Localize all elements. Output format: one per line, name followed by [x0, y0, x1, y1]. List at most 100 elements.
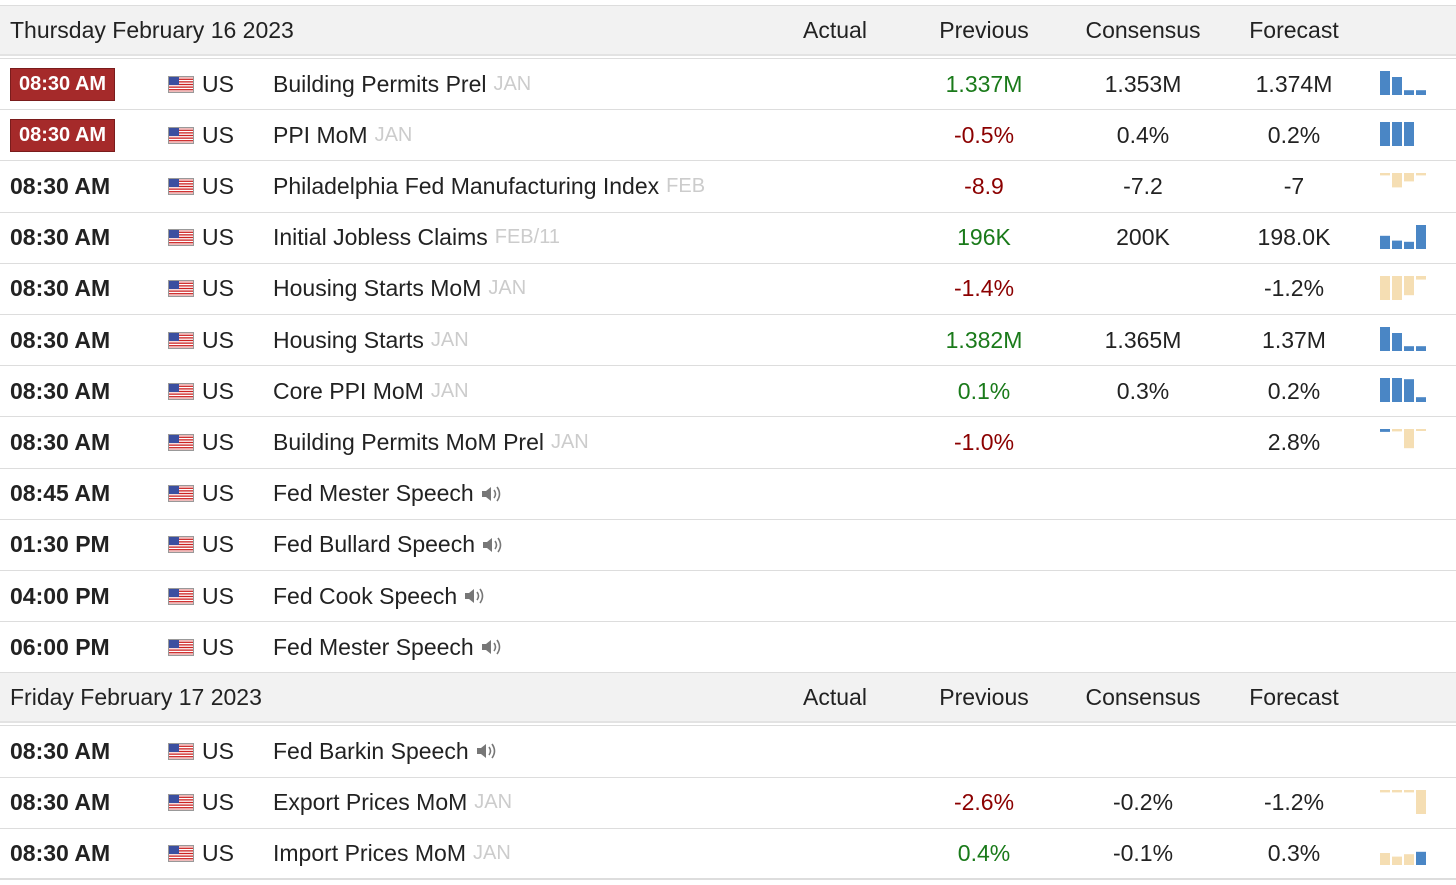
event-row[interactable]: 01:30 PM US Fed Bullard Speech — [0, 518, 1456, 570]
sparkline-cell[interactable] — [1378, 366, 1430, 416]
event-row[interactable]: 08:30 AM US PPI MoM JAN -0.5% 0.4% 0.2% — [0, 109, 1456, 161]
sparkline-bar — [1392, 378, 1402, 403]
event-name-link[interactable]: Fed Barkin Speech — [273, 737, 469, 764]
event-cell[interactable]: Fed Cook Speech — [273, 571, 487, 621]
forecast-value: 1.374M — [1255, 70, 1333, 97]
event-cell[interactable]: PPI MoM JAN — [273, 110, 412, 160]
consensus-value: -0.2% — [1112, 789, 1174, 816]
event-row[interactable]: 08:30 AM US Initial Jobless Claims FEB/11 19… — [0, 211, 1456, 263]
sparkline-chart — [1380, 851, 1426, 865]
forecast-value — [1234, 571, 1354, 621]
actual-value — [790, 778, 880, 828]
actual-value — [790, 726, 880, 776]
country-code: US — [202, 480, 234, 507]
event-cell[interactable]: Fed Barkin Speech — [273, 726, 499, 776]
event-name-link[interactable]: Housing Starts MoM — [273, 275, 482, 302]
event-cell[interactable]: Building Permits MoM Prel JAN — [273, 417, 589, 467]
sparkline-bar — [1392, 333, 1402, 351]
event-time-cell: 08:30 AM — [10, 778, 110, 828]
column-header-previous[interactable]: Previous — [939, 683, 1029, 710]
sparkline-cell[interactable] — [1378, 829, 1430, 879]
event-row[interactable]: 06:00 PM US Fed Mester Speech — [0, 621, 1456, 673]
event-row[interactable]: 08:30 AM US Housing Starts JAN 1.382M 1.365M 1… — [0, 314, 1456, 365]
event-cell[interactable]: Export Prices MoM JAN — [273, 778, 512, 828]
event-cell[interactable]: Housing Starts JAN — [273, 315, 469, 365]
event-time-cell: 04:00 PM — [10, 571, 110, 621]
actual-value — [790, 110, 880, 160]
previous-value — [924, 622, 1044, 672]
column-header-consensus[interactable]: Consensus — [1085, 16, 1201, 43]
column-header-forecast[interactable]: Forecast — [1249, 16, 1339, 43]
event-cell[interactable]: Fed Mester Speech — [273, 622, 504, 672]
sparkline-bar — [1404, 789, 1414, 792]
event-time-cell: 08:30 AM — [10, 213, 110, 263]
consensus-value — [1078, 417, 1208, 467]
sparkline-cell[interactable] — [1378, 417, 1430, 467]
sparkline-cell[interactable] — [1378, 315, 1430, 365]
event-row[interactable]: 08:30 AM US Housing Starts MoM JAN -1.4% -1.2… — [0, 262, 1456, 314]
event-row[interactable]: 08:30 AM US Import Prices MoM JAN 0.4% -0.1% 0… — [0, 827, 1456, 879]
event-name-link[interactable]: Fed Mester Speech — [273, 633, 474, 660]
country-cell: US — [168, 161, 234, 211]
previous-value: -1.0% — [953, 428, 1015, 455]
event-time: 08:30 AM — [10, 275, 111, 302]
sparkline-cell[interactable] — [1378, 161, 1430, 211]
event-time: 08:30 AM — [10, 172, 111, 199]
event-cell[interactable]: Philadelphia Fed Manufacturing Index FEB — [273, 161, 705, 211]
event-cell[interactable]: Import Prices MoM JAN — [273, 829, 511, 879]
event-period: JAN — [374, 123, 413, 146]
event-name-link[interactable]: Core PPI MoM — [273, 377, 424, 404]
actual-value — [790, 622, 880, 672]
event-name-link[interactable]: Initial Jobless Claims — [273, 224, 488, 251]
column-header-consensus[interactable]: Consensus — [1085, 683, 1201, 710]
sparkline-cell[interactable] — [1378, 59, 1430, 109]
country-cell: US — [168, 264, 234, 314]
sparkline-bar — [1404, 346, 1414, 351]
sparkline-cell[interactable] — [1378, 110, 1430, 160]
us-flag-icon — [168, 382, 194, 400]
event-name-link[interactable]: Fed Bullard Speech — [273, 531, 476, 558]
event-row[interactable]: 04:00 PM US Fed Cook Speech — [0, 570, 1456, 621]
column-header-actual[interactable]: Actual — [803, 16, 867, 43]
event-row[interactable]: 08:30 AM US Export Prices MoM JAN -2.6% -0.2%… — [0, 776, 1456, 828]
event-row[interactable]: 08:30 AM US Fed Barkin Speech — [0, 725, 1456, 777]
event-name-link[interactable]: Import Prices MoM — [273, 840, 466, 867]
event-cell[interactable]: Housing Starts MoM JAN — [273, 264, 526, 314]
column-header-forecast[interactable]: Forecast — [1249, 683, 1339, 710]
event-row[interactable]: 08:30 AM US Philadelphia Fed Manufacturing… — [0, 160, 1456, 212]
event-name-link[interactable]: Fed Mester Speech — [273, 480, 474, 507]
event-name-link[interactable]: Building Permits Prel — [273, 70, 487, 97]
column-header-previous[interactable]: Previous — [939, 16, 1029, 43]
event-cell[interactable]: Building Permits Prel JAN — [273, 59, 531, 109]
sparkline-bar — [1416, 275, 1426, 280]
event-name-link[interactable]: Philadelphia Fed Manufacturing Index — [273, 172, 660, 199]
column-header-actual[interactable]: Actual — [803, 683, 867, 710]
country-cell: US — [168, 59, 234, 109]
event-time: 08:30 AM — [10, 118, 116, 152]
event-cell[interactable]: Fed Mester Speech — [273, 469, 504, 519]
event-time: 08:30 AM — [10, 840, 111, 867]
event-cell[interactable]: Core PPI MoM JAN — [273, 366, 469, 416]
consensus-value: 1.353M — [1104, 70, 1182, 97]
event-row[interactable]: 08:45 AM US Fed Mester Speech — [0, 467, 1456, 519]
country-code: US — [202, 531, 234, 558]
event-cell[interactable]: Fed Bullard Speech — [273, 520, 505, 570]
event-time-cell: 08:45 AM — [10, 469, 110, 519]
sparkline-cell[interactable] — [1378, 778, 1430, 828]
previous-value: -8.9 — [964, 172, 1004, 199]
event-name-link[interactable]: Fed Cook Speech — [273, 582, 458, 609]
event-name-link[interactable]: Export Prices MoM — [273, 789, 468, 816]
sparkline-cell[interactable] — [1378, 213, 1430, 263]
sparkline-bar — [1416, 851, 1426, 865]
event-name-link[interactable]: PPI MoM — [273, 121, 368, 148]
sparkline-cell[interactable] — [1378, 264, 1430, 314]
event-row[interactable]: 08:30 AM US Core PPI MoM JAN 0.1% 0.3% 0.2% — [0, 365, 1456, 417]
event-name-link[interactable]: Housing Starts — [273, 326, 424, 353]
event-cell[interactable]: Initial Jobless Claims FEB/11 — [273, 213, 560, 263]
us-flag-icon — [168, 433, 194, 451]
forecast-value: 2.8% — [1267, 428, 1321, 455]
event-row[interactable]: 08:30 AM US Building Permits Prel JAN 1.337M… — [0, 58, 1456, 109]
event-name-link[interactable]: Building Permits MoM Prel — [273, 428, 544, 455]
event-row[interactable]: 08:30 AM US Building Permits MoM Prel JAN -1… — [0, 416, 1456, 468]
actual-value — [790, 469, 880, 519]
